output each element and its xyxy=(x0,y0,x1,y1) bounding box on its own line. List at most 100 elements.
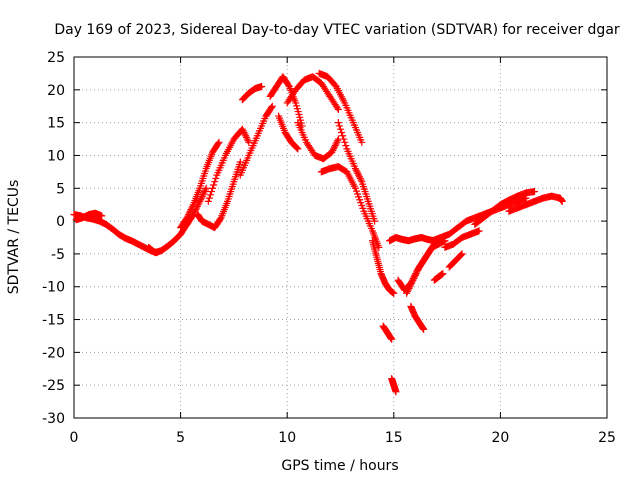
y-tick-label: 10 xyxy=(47,148,65,164)
data-point xyxy=(355,173,363,181)
y-tick-label: 0 xyxy=(56,214,65,230)
data-point xyxy=(355,171,363,179)
data-point xyxy=(241,130,249,138)
data-point xyxy=(330,143,338,151)
x-tick-label: 5 xyxy=(176,430,185,446)
x-tick-label: 15 xyxy=(385,430,403,446)
data-point xyxy=(457,251,465,259)
data-point xyxy=(201,188,209,196)
data-point xyxy=(358,138,366,146)
y-tick-label: 5 xyxy=(56,181,65,197)
data-point xyxy=(214,140,222,148)
series-sat-track-z xyxy=(471,188,539,228)
data-point xyxy=(420,325,428,333)
data-point xyxy=(405,284,413,292)
data-point xyxy=(189,202,197,210)
data-point xyxy=(212,174,220,182)
y-tick-label: 15 xyxy=(47,116,65,132)
series-sat-track-r xyxy=(388,375,400,396)
data-point xyxy=(196,197,204,205)
data-point xyxy=(329,147,337,155)
data-point xyxy=(185,209,193,217)
x-tick-label: 25 xyxy=(598,430,616,446)
y-tick-label: -20 xyxy=(42,345,65,361)
data-point xyxy=(186,207,194,215)
data-point xyxy=(188,204,196,212)
series-sat-track-q xyxy=(379,322,396,343)
data-point xyxy=(407,281,415,289)
data-point xyxy=(208,188,216,196)
series-sat-track-b xyxy=(72,209,106,224)
series-sat-track-s xyxy=(386,234,438,245)
y-tick-label: -25 xyxy=(42,378,65,394)
data-point xyxy=(183,214,191,222)
y-tick-label: 20 xyxy=(47,83,65,99)
data-point xyxy=(197,196,205,204)
data-point xyxy=(334,137,342,145)
data-point xyxy=(285,81,293,89)
axis-ticks: 0 5 10 15 20 25 -30 -25 -20 -15 -10 -5 0 5 10 15 20 25 xyxy=(42,50,616,446)
data-point xyxy=(238,125,246,133)
series-sat-track-e xyxy=(194,158,244,232)
data-point xyxy=(357,176,365,184)
y-tick-label: -5 xyxy=(51,247,65,263)
data-point xyxy=(352,166,360,174)
data-point xyxy=(414,266,422,274)
data-point xyxy=(202,184,210,192)
series-sat-track-o xyxy=(317,163,383,251)
chart-title: Day 169 of 2023, Sidereal Day-to-day VTE… xyxy=(54,22,620,38)
data-point xyxy=(258,83,266,91)
data-point xyxy=(204,197,212,205)
series-sat-track-x xyxy=(445,250,466,271)
data-point xyxy=(98,212,106,220)
series-sat-track-g xyxy=(236,102,276,179)
data-point xyxy=(328,148,336,156)
data-point xyxy=(292,143,300,151)
data-point xyxy=(236,158,244,166)
data-point xyxy=(242,133,250,141)
data-point xyxy=(353,168,361,176)
data-point xyxy=(412,270,420,278)
data-point xyxy=(456,252,464,260)
data-point xyxy=(215,138,223,146)
data-point xyxy=(413,268,421,276)
data-point xyxy=(339,132,347,140)
series-sat-track-f xyxy=(204,125,253,205)
data-point xyxy=(184,212,192,220)
data-point xyxy=(333,104,341,112)
series-sat-track-m xyxy=(315,69,366,146)
data-point xyxy=(245,138,253,146)
data-point xyxy=(411,273,419,281)
data-points xyxy=(70,69,566,396)
plot-frame xyxy=(73,56,608,419)
data-point xyxy=(294,145,302,153)
data-point xyxy=(475,227,483,235)
series-sat-track-p xyxy=(368,237,398,297)
data-point xyxy=(205,194,213,202)
data-point xyxy=(439,270,447,278)
data-point xyxy=(334,119,342,127)
data-point xyxy=(403,289,411,297)
data-point xyxy=(337,125,344,133)
data-point xyxy=(200,189,208,197)
series-sat-track-w xyxy=(441,227,483,251)
data-point xyxy=(268,102,276,110)
series-sat-track-l xyxy=(294,119,342,163)
data-point xyxy=(411,271,419,279)
data-point xyxy=(409,276,417,284)
y-tick-label: -10 xyxy=(42,280,65,296)
series-sat-track-j xyxy=(275,112,302,153)
data-point xyxy=(333,138,341,146)
x-tick-label: 10 xyxy=(278,430,296,446)
series-sat-track-aa xyxy=(505,192,566,215)
y-tick-label: -15 xyxy=(42,313,65,329)
data-point xyxy=(206,191,214,199)
data-point xyxy=(209,184,217,192)
data-point xyxy=(392,388,400,396)
data-point xyxy=(201,186,209,194)
series-sat-track-v xyxy=(407,302,428,333)
data-point xyxy=(404,286,412,294)
data-point xyxy=(267,103,275,111)
data-point xyxy=(331,142,339,150)
